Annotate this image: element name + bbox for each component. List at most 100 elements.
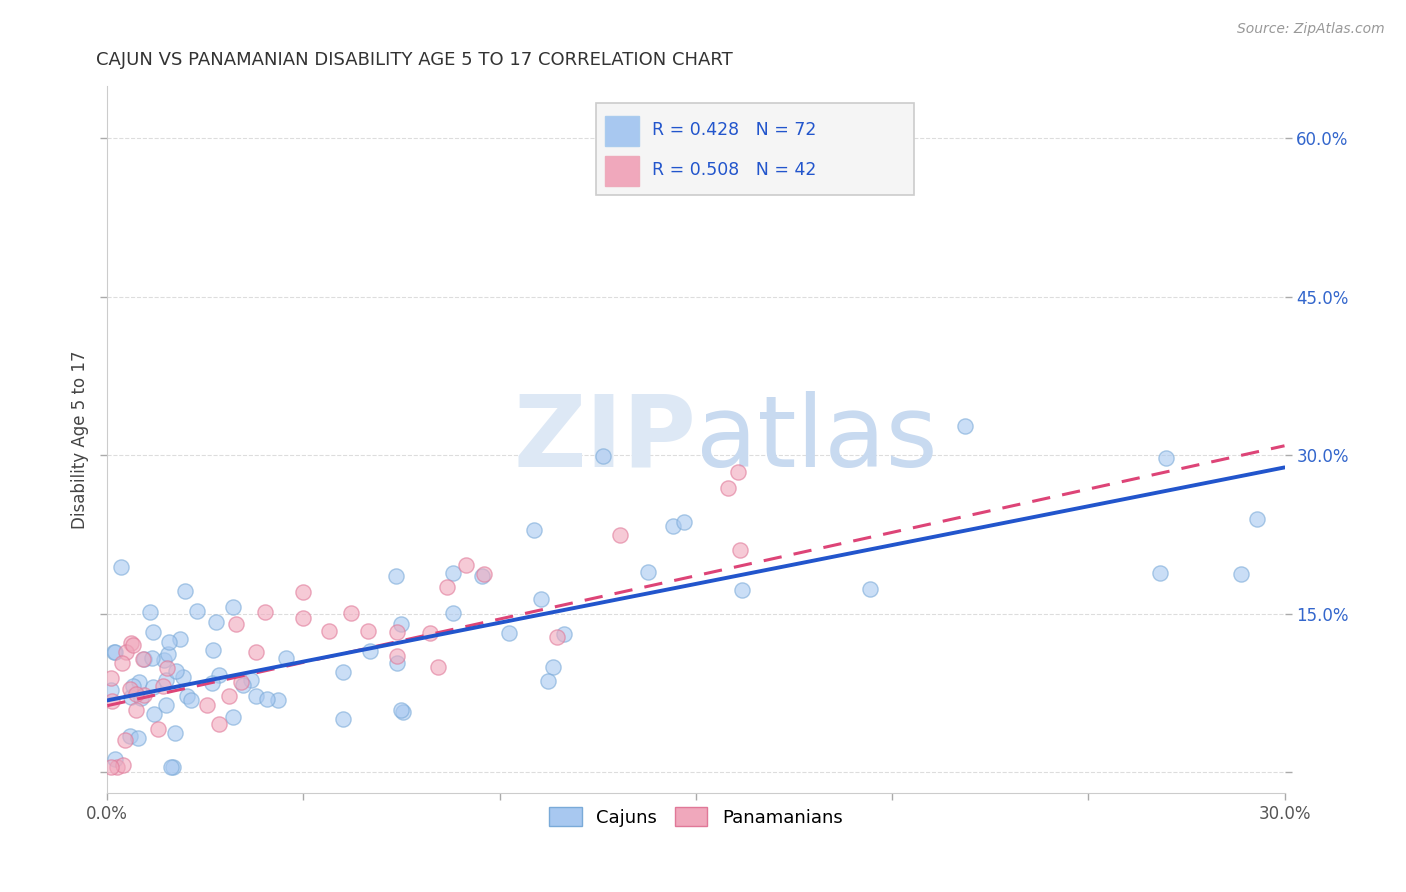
Y-axis label: Disability Age 5 to 17: Disability Age 5 to 17 — [72, 351, 89, 529]
Point — [537, 673, 560, 688]
Text: Source: ZipAtlas.com: Source: ZipAtlas.com — [1237, 22, 1385, 37]
Point — [419, 626, 441, 640]
Point — [1154, 450, 1177, 465]
Point — [1230, 566, 1253, 581]
Point — [292, 610, 315, 624]
Point — [155, 698, 177, 712]
Point — [318, 624, 340, 639]
Point — [292, 585, 315, 599]
Point — [122, 679, 145, 693]
Point — [385, 624, 408, 639]
Point — [673, 515, 696, 529]
Point — [637, 566, 659, 580]
Point — [141, 651, 163, 665]
Point — [157, 635, 180, 649]
Point — [172, 670, 194, 684]
Point — [162, 760, 184, 774]
Point — [110, 559, 132, 574]
Point — [118, 682, 141, 697]
Point — [153, 653, 176, 667]
Point — [104, 751, 127, 765]
Point — [120, 690, 142, 704]
Point — [541, 659, 564, 673]
Point — [134, 651, 156, 665]
Point — [118, 730, 141, 744]
Point — [146, 722, 169, 736]
Point — [180, 693, 202, 707]
Point — [114, 733, 136, 747]
Point — [859, 582, 882, 596]
Point — [553, 627, 575, 641]
Point — [592, 450, 614, 464]
Point — [222, 599, 245, 614]
Point — [100, 683, 122, 698]
FancyBboxPatch shape — [596, 103, 914, 195]
Point — [359, 644, 381, 658]
Point — [441, 606, 464, 620]
Point — [245, 689, 267, 703]
Point — [245, 645, 267, 659]
Point — [127, 731, 149, 745]
Point — [530, 591, 553, 606]
Text: CAJUN VS PANAMANIAN DISABILITY AGE 5 TO 17 CORRELATION CHART: CAJUN VS PANAMANIAN DISABILITY AGE 5 TO … — [96, 51, 733, 69]
Point — [523, 523, 546, 537]
Point — [609, 527, 631, 541]
Point — [546, 630, 568, 644]
Point — [728, 543, 751, 558]
Point — [152, 679, 174, 693]
Point — [143, 706, 166, 721]
Point — [129, 691, 152, 706]
Point — [111, 758, 134, 772]
Point — [121, 638, 143, 652]
Point — [231, 674, 253, 689]
Point — [1246, 512, 1268, 526]
Legend: Cajuns, Panamanians: Cajuns, Panamanians — [541, 800, 849, 834]
Point — [195, 698, 218, 712]
Point — [204, 615, 226, 629]
Point — [385, 569, 408, 583]
Point — [472, 566, 495, 581]
Point — [208, 716, 231, 731]
Point — [953, 418, 976, 433]
Point — [239, 673, 262, 687]
Point — [174, 584, 197, 599]
Point — [131, 652, 153, 666]
Point — [105, 760, 128, 774]
Point — [120, 636, 142, 650]
Point — [222, 710, 245, 724]
Point — [125, 687, 148, 701]
Point — [201, 643, 224, 657]
Point — [139, 605, 162, 619]
Point — [225, 617, 247, 632]
Point — [232, 678, 254, 692]
Point — [160, 760, 183, 774]
Point — [1149, 566, 1171, 581]
Point — [100, 759, 122, 773]
Point — [454, 558, 477, 572]
Point — [156, 648, 179, 662]
Point — [128, 675, 150, 690]
Point — [100, 693, 122, 707]
Point — [208, 668, 231, 682]
Point — [165, 726, 187, 740]
FancyBboxPatch shape — [605, 116, 640, 145]
Point — [662, 518, 685, 533]
Point — [155, 673, 177, 687]
Point — [142, 680, 165, 694]
FancyBboxPatch shape — [605, 156, 640, 186]
Point — [392, 706, 415, 720]
Text: atlas: atlas — [696, 391, 938, 488]
Point — [391, 703, 413, 717]
Point — [267, 693, 290, 707]
Point — [274, 650, 297, 665]
Point — [115, 644, 138, 658]
Point — [332, 665, 354, 679]
Point — [441, 566, 464, 580]
Text: ZIP: ZIP — [513, 391, 696, 488]
Point — [387, 656, 409, 670]
Text: R = 0.508   N = 42: R = 0.508 N = 42 — [652, 161, 817, 179]
Point — [436, 580, 458, 594]
Point — [132, 688, 155, 702]
Point — [849, 158, 872, 172]
Point — [165, 664, 187, 678]
